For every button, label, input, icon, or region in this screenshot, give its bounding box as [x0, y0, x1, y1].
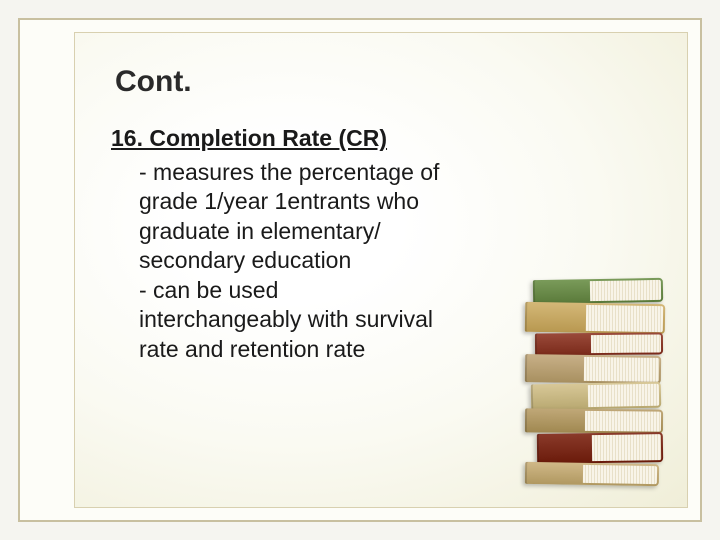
content-body: - measures the percentage of grade 1/yea… — [139, 158, 569, 364]
slide-title: Cont. — [115, 65, 651, 99]
books-illustration — [515, 265, 665, 485]
slide-inner-frame: Cont. 16. Completion Rate (CR) - measure… — [74, 32, 688, 508]
content-heading: 16. Completion Rate (CR) — [111, 125, 651, 152]
slide-outer-frame: Cont. 16. Completion Rate (CR) - measure… — [18, 18, 702, 522]
